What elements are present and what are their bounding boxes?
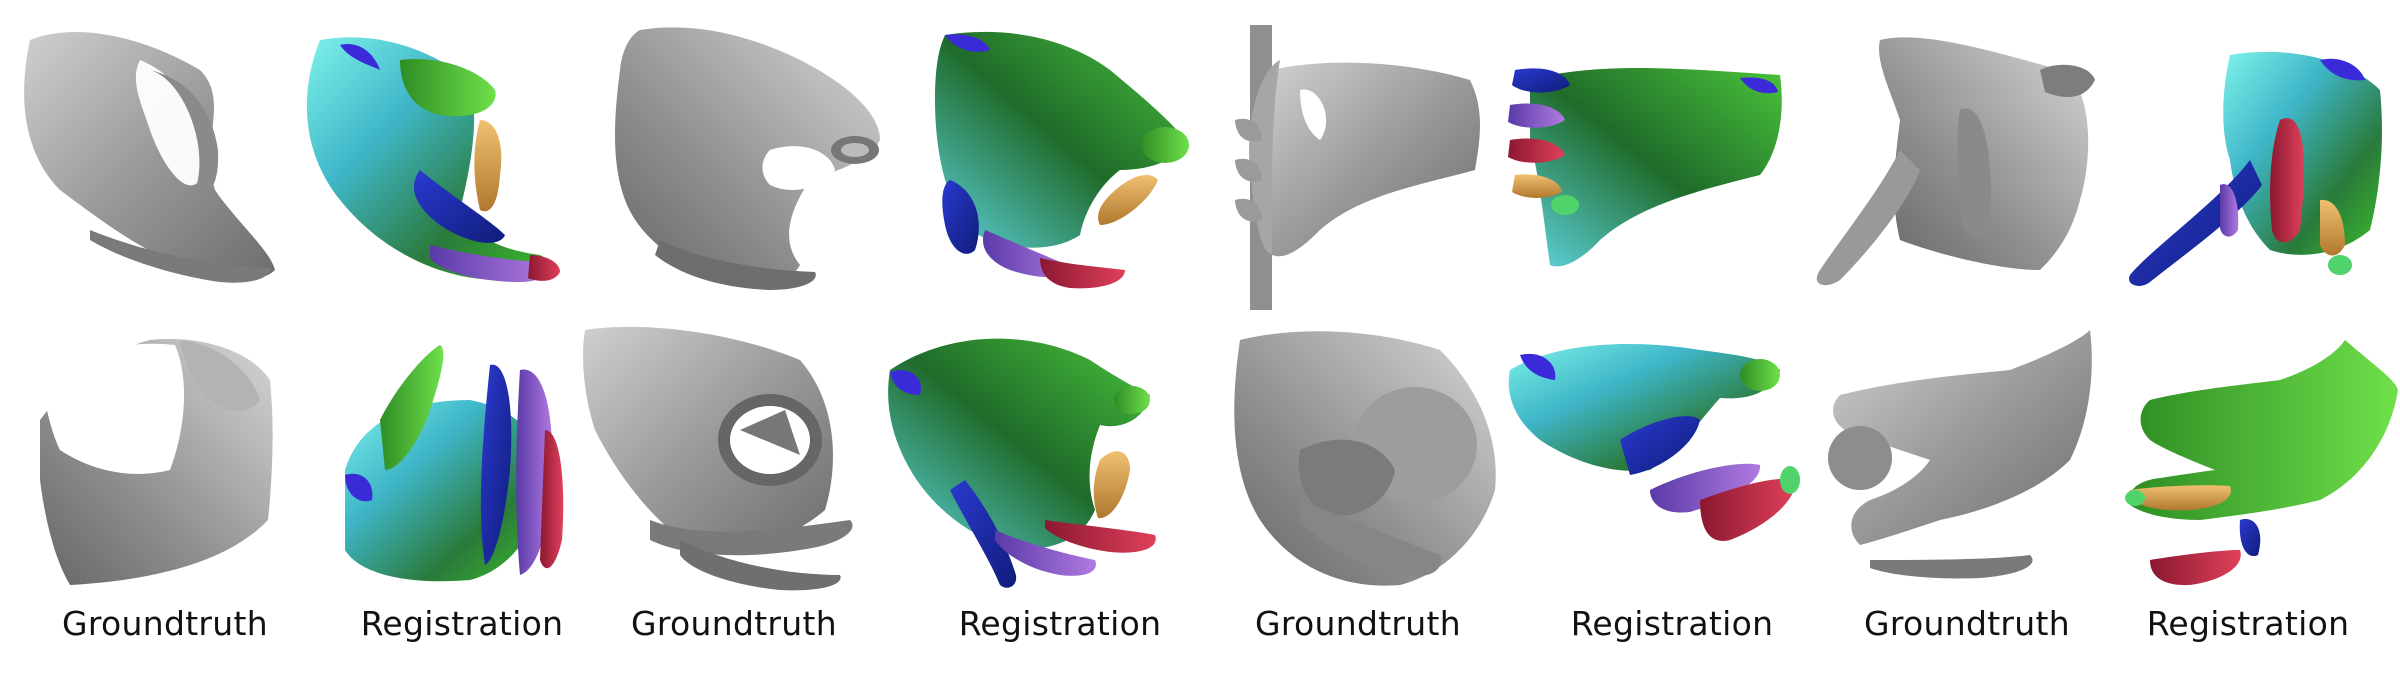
panel-r2-c5-groundtruth [1234,331,1496,586]
panel-r2-c2-registration [345,345,564,582]
panel-r2-c3-groundtruth [583,326,853,591]
panel-r2-c7-groundtruth [1828,330,2092,579]
panel-r1-c4-registration [935,31,1189,289]
panel-r2-c1-groundtruth [40,339,273,585]
panel-r1-c3-groundtruth [615,27,880,290]
caption-groundtruth-2: Groundtruth [631,604,837,643]
panel-r2-c8-registration [2125,340,2398,586]
panel-r1-c7-groundtruth [1816,37,2095,286]
panel-r1-c2-registration [306,37,560,282]
caption-groundtruth-3: Groundtruth [1255,604,1461,643]
caption-groundtruth-1: Groundtruth [62,604,268,643]
caption-groundtruth-4: Groundtruth [1864,604,2070,643]
panel-r2-c4-registration [888,338,1156,588]
caption-registration-1: Registration [360,604,564,643]
caption-registration-4: Registration [2146,604,2350,643]
panel-r1-c6-registration [1508,68,1782,267]
caption-registration-3: Registration [1570,604,1774,643]
caption-registration-2: Registration [958,604,1162,643]
panel-r2-c6-registration [1508,344,1800,541]
panel-r1-c1-groundtruth [24,31,275,283]
panel-r1-c8-registration [2129,51,2382,286]
panel-r1-c5-groundtruth [1235,25,1480,310]
